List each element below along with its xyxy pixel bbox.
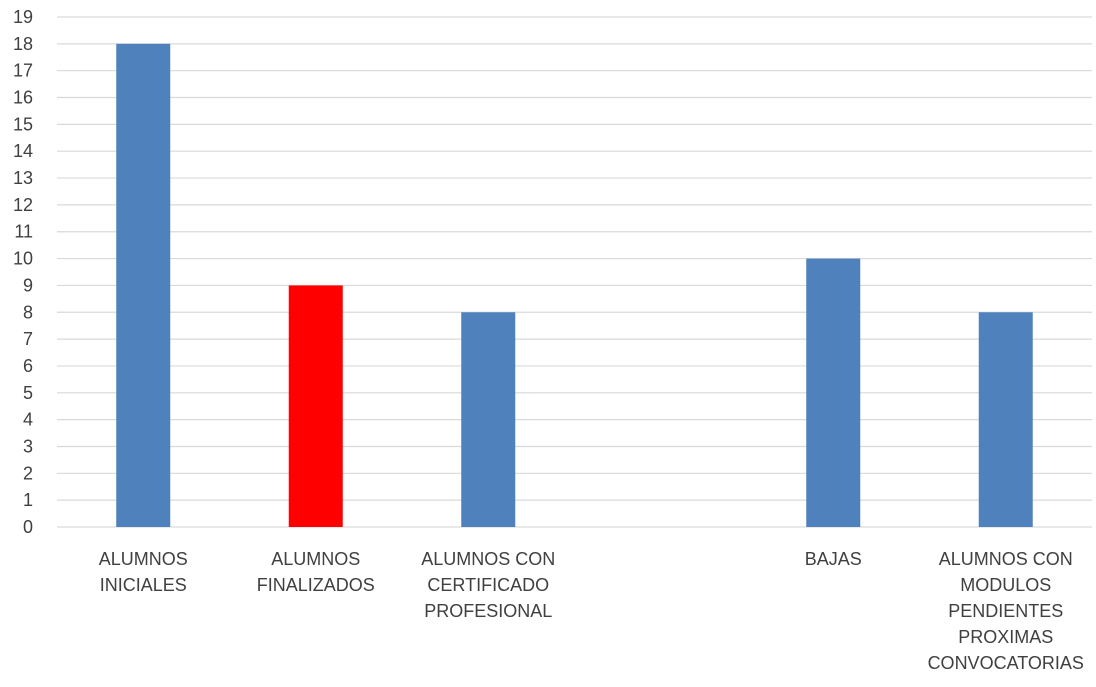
y-tick-label: 1 xyxy=(23,490,33,510)
y-tick-label: 13 xyxy=(13,168,33,188)
x-category-label-line: CERTIFICADO xyxy=(427,575,549,595)
y-tick-label: 15 xyxy=(13,114,33,134)
bar xyxy=(289,285,343,527)
x-category-label-line: INICIALES xyxy=(100,575,187,595)
bar xyxy=(806,259,860,527)
x-category-label-line: MODULOS xyxy=(960,575,1051,595)
gridlines xyxy=(57,17,1092,527)
y-tick-label: 0 xyxy=(23,517,33,537)
y-tick-label: 6 xyxy=(23,356,33,376)
x-category-label-line: FINALIZADOS xyxy=(257,575,375,595)
x-category-label-line: ALUMNOS CON xyxy=(939,549,1073,569)
bar xyxy=(116,44,170,527)
x-category-label: ALUMNOS CON MODULOS PENDIENTES PROXIMAS CONV… xyxy=(928,549,1084,673)
y-tick-label: 12 xyxy=(13,195,33,215)
bar xyxy=(461,312,515,527)
y-tick-label: 3 xyxy=(23,436,33,456)
y-tick-label: 14 xyxy=(13,141,33,161)
y-tick-label: 17 xyxy=(13,61,33,81)
y-tick-label: 18 xyxy=(13,34,33,54)
x-category-label-line: PROXIMAS xyxy=(958,627,1053,647)
y-tick-label: 9 xyxy=(23,275,33,295)
x-category-label-line: BAJAS xyxy=(805,549,862,569)
x-category-label: ALUMNOS CON CERTIFICADO PROFESIONAL xyxy=(421,549,555,621)
y-tick-label: 2 xyxy=(23,463,33,483)
x-category-label-line: ALUMNOS CON xyxy=(421,549,555,569)
x-category-label-line: CONVOCATORIAS xyxy=(928,653,1084,673)
x-category-label-line: PROFESIONAL xyxy=(424,601,552,621)
x-category-label: ALUMNOS FINALIZADOS xyxy=(257,549,375,595)
bar xyxy=(979,312,1033,527)
y-tick-label: 16 xyxy=(13,88,33,108)
y-tick-label: 5 xyxy=(23,383,33,403)
x-category-label: ALUMNOS INICIALES xyxy=(99,549,188,595)
x-category-label-line: PENDIENTES xyxy=(948,601,1063,621)
x-category-label: BAJAS xyxy=(805,549,862,569)
x-category-label-line: ALUMNOS xyxy=(99,549,188,569)
y-tick-label: 8 xyxy=(23,302,33,322)
x-category-label-line: ALUMNOS xyxy=(271,549,360,569)
y-tick-label: 10 xyxy=(13,249,33,269)
y-tick-label: 11 xyxy=(14,222,33,242)
y-tick-label: 7 xyxy=(23,329,33,349)
y-tick-label: 19 xyxy=(13,7,33,27)
y-tick-label: 4 xyxy=(23,410,33,430)
